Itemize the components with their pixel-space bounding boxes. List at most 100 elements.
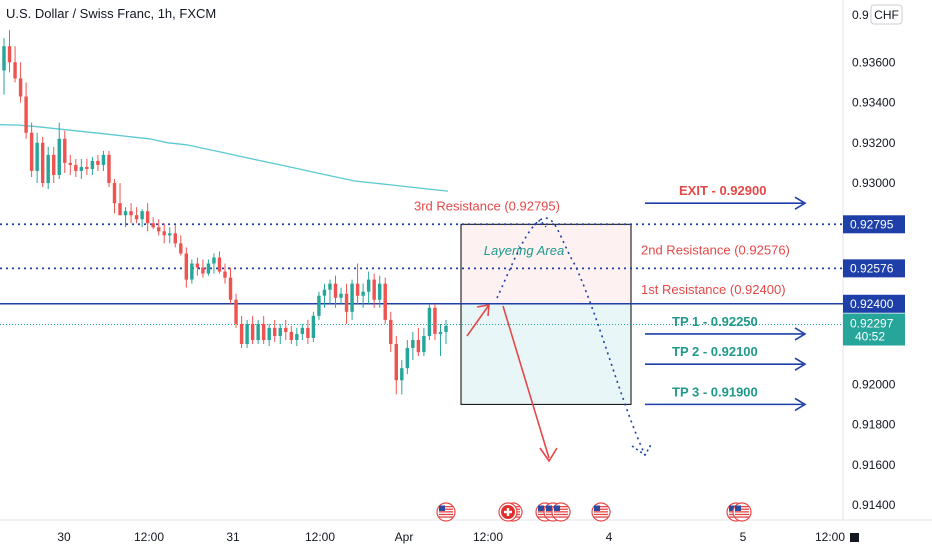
level-tag-3: 0.92400 <box>850 297 894 311</box>
candle-body <box>400 368 404 381</box>
moving-average-line <box>0 124 449 192</box>
candle-body <box>339 293 343 298</box>
candle <box>411 331 415 361</box>
time-tick: 5 <box>740 530 747 544</box>
entry-arrow-line <box>466 304 490 337</box>
candle-body <box>57 138 61 175</box>
time-tick: Apr <box>395 530 414 544</box>
candle <box>123 207 128 228</box>
candle-body <box>344 293 349 312</box>
resistance-levels-layer: 3rd Resistance (0.92795) 2nd Resistance (… <box>0 198 843 325</box>
resistance-label-3: 1st Resistance (0.92400) <box>641 282 786 297</box>
time-tick: 12:00 <box>134 530 164 544</box>
tp-label-3: TP 3 - 0.91900 <box>672 384 758 399</box>
candle-body <box>411 339 415 349</box>
candle <box>350 279 354 320</box>
flag-canton <box>594 505 600 511</box>
flag-stripe <box>594 511 608 513</box>
candle <box>74 158 78 177</box>
profit-zone <box>461 303 631 405</box>
candle-body <box>256 323 260 340</box>
candle-body <box>90 160 95 169</box>
price-axis[interactable]: 0.93600 0.93400 0.93200 0.93000 0.92000 0.918… <box>843 8 905 512</box>
currency-button[interactable]: CHF <box>870 4 903 25</box>
candle <box>46 146 50 190</box>
us-flag-icon[interactable] <box>551 502 571 522</box>
candle-body <box>289 331 294 340</box>
us-flag-icon[interactable] <box>436 502 456 522</box>
level-tag-bg <box>843 259 905 278</box>
candle <box>24 82 28 139</box>
candle <box>273 319 277 343</box>
candle <box>212 253 216 274</box>
candle <box>156 219 161 236</box>
candle <box>206 259 211 276</box>
candle <box>68 154 73 175</box>
candle-body <box>96 160 100 165</box>
candle <box>433 303 437 340</box>
candle <box>217 251 222 274</box>
candle <box>245 319 249 349</box>
price-tick: 0.92000 <box>852 377 896 391</box>
settings-icon[interactable] <box>850 533 859 542</box>
targets-layer: EXIT - 0.92900 TP 1 - 0.92250 TP 2 - 0.921… <box>645 183 807 412</box>
candle-body <box>350 283 354 312</box>
target-arrowhead <box>794 397 807 412</box>
candle-body <box>18 78 23 97</box>
flag-stripe <box>594 508 608 510</box>
candle-body <box>206 263 211 274</box>
candle-body <box>212 257 216 264</box>
target-arrowhead <box>794 196 807 210</box>
candle-body <box>306 327 310 338</box>
us-flag-icon[interactable] <box>732 502 752 522</box>
candle <box>361 283 365 308</box>
price-tick: 0.93000 <box>852 176 896 190</box>
candle <box>90 156 95 175</box>
flag-stripe <box>538 506 552 508</box>
projected-path <box>496 217 646 456</box>
candle <box>173 225 177 248</box>
price-tick: 0.93400 <box>852 96 896 110</box>
time-tick: 12:00 <box>815 530 845 544</box>
entry-arrowhead <box>476 304 490 317</box>
candle <box>400 360 404 395</box>
flag-canton <box>546 505 552 511</box>
candle <box>107 150 111 188</box>
candle <box>267 323 271 347</box>
candle-body <box>101 154 106 165</box>
candle <box>13 46 17 83</box>
candle-body <box>217 257 222 272</box>
price-tick-top: 0.9 <box>852 8 869 22</box>
candle-body <box>112 183 117 204</box>
flag-stripe <box>554 511 568 513</box>
swiss-flag-icon[interactable] <box>498 502 518 522</box>
candle-body <box>394 344 398 381</box>
candle-body <box>24 96 28 133</box>
candle <box>85 158 89 175</box>
candle-body <box>107 154 111 184</box>
candle <box>366 271 371 304</box>
candle-body <box>151 223 155 228</box>
candle <box>256 319 260 345</box>
symbol-title: U.S. Dollar / Swiss Franc, 1h, FXCM <box>6 6 216 21</box>
candle <box>96 154 100 171</box>
tp-label-1: TP 1 - 0.92250 <box>672 314 758 329</box>
candle-body <box>234 299 238 324</box>
us-flag-icon[interactable] <box>591 502 611 522</box>
candle <box>355 263 360 304</box>
candle-body <box>333 283 338 298</box>
candle-body <box>295 333 299 340</box>
flag-stripe <box>735 516 749 518</box>
price-tick: 0.91400 <box>852 498 896 512</box>
flag-stripe <box>735 508 749 510</box>
candle-body <box>311 315 316 338</box>
time-axis[interactable]: 30 12:00 31 12:00 Apr 12:00 4 5 12:00 <box>57 528 932 550</box>
price-tick: 0.93600 <box>852 55 896 69</box>
candle-body <box>156 227 161 232</box>
flag-stripe <box>439 511 453 513</box>
candle <box>2 38 6 95</box>
candle <box>383 277 387 324</box>
candle <box>322 283 327 308</box>
candle <box>344 283 349 324</box>
